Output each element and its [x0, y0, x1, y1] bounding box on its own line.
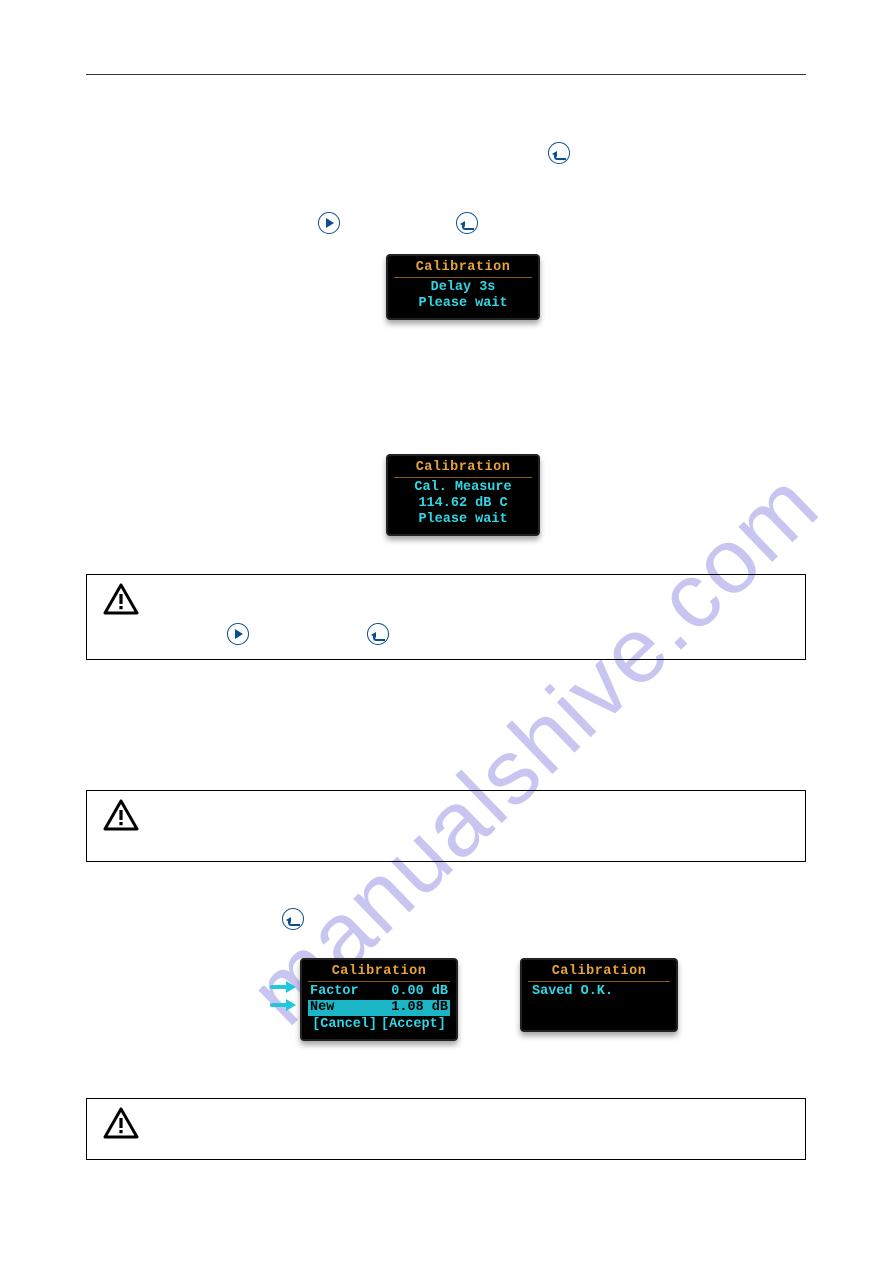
screen-line: 114.62 dB C	[394, 496, 532, 512]
page-root: manualshive.com Calibration Delay 3s Ple…	[0, 0, 893, 1263]
row-factor: Factor 0.00 dB	[308, 984, 450, 1000]
pointer-arrow-new	[270, 998, 300, 1012]
enter-icon	[548, 142, 570, 164]
screen-line: Delay 3s	[394, 280, 532, 296]
warning-icon	[103, 583, 139, 615]
warning-icon	[103, 799, 139, 831]
note-box-1	[86, 574, 806, 660]
screen-line: Saved O.K.	[528, 984, 670, 1000]
warning-icon	[103, 1107, 139, 1139]
row-buttons: [Cancel] [Accept]	[308, 1017, 450, 1033]
row-new-selected[interactable]: New 1.08 dB	[308, 1000, 450, 1016]
note-box-2	[86, 790, 806, 862]
screen-title: Calibration	[308, 964, 450, 982]
screen-line: Please wait	[394, 512, 532, 528]
screen-line: Cal. Measure	[394, 480, 532, 496]
accept-button[interactable]: [Accept]	[381, 1017, 446, 1033]
screen-calibration-factor: Calibration Factor 0.00 dB New 1.08 dB […	[300, 958, 458, 1041]
enter-icon	[456, 212, 478, 234]
cancel-button[interactable]: [Cancel]	[312, 1017, 377, 1033]
screen-title: Calibration	[394, 460, 532, 478]
screen-calibration-measure: Calibration Cal. Measure 114.62 dB C Ple…	[386, 454, 540, 536]
watermark-text: manualshive.com	[230, 452, 839, 1046]
right-arrow-icon	[318, 212, 340, 234]
label-factor: Factor	[310, 984, 359, 1000]
screen-calibration-delay: Calibration Delay 3s Please wait	[386, 254, 540, 320]
enter-icon	[282, 908, 304, 930]
screen-calibration-saved: Calibration Saved O.K.	[520, 958, 678, 1032]
screen-title: Calibration	[528, 964, 670, 982]
pointer-arrow-factor	[270, 980, 300, 994]
right-arrow-icon	[227, 623, 249, 645]
label-new: New	[310, 1000, 334, 1016]
value-factor: 0.00 dB	[391, 984, 448, 1000]
enter-icon	[367, 623, 389, 645]
header-rule	[86, 74, 806, 75]
screen-title: Calibration	[394, 260, 532, 278]
note-box-3	[86, 1098, 806, 1160]
value-new: 1.08 dB	[391, 1000, 448, 1016]
screen-line: Please wait	[394, 296, 532, 312]
